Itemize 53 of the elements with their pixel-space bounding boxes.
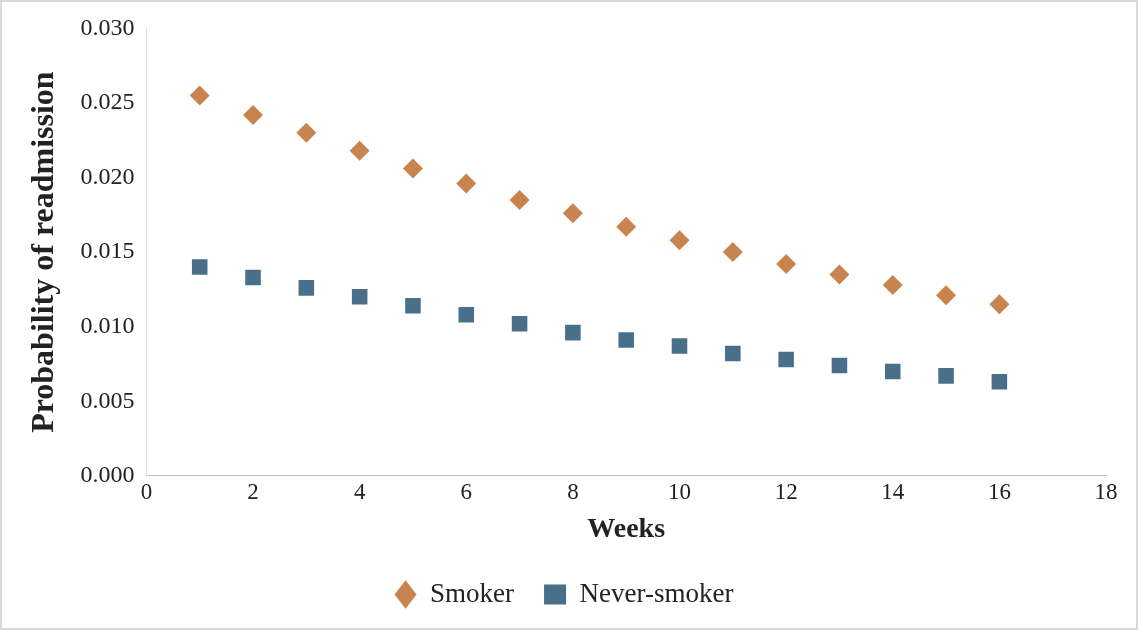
point (778, 351, 794, 368)
y-tick-label: 0.015 (80, 237, 135, 264)
x-tick-label: 18 (1094, 478, 1118, 504)
point (725, 345, 741, 362)
point (616, 216, 637, 237)
y-tick-label: 0.030 (80, 13, 135, 40)
point (829, 264, 850, 285)
y-tick-label: 0.020 (80, 162, 135, 189)
point (882, 274, 903, 295)
x-tick-label: 4 (353, 478, 366, 504)
point (456, 173, 477, 194)
y-axis-title: Probability of readmission (24, 71, 61, 433)
point (884, 363, 901, 380)
x-tick-label: 6 (460, 478, 473, 504)
point (831, 357, 848, 374)
point (671, 338, 688, 354)
y-tick-label: 0.025 (80, 88, 135, 115)
point (189, 85, 210, 106)
point (351, 289, 368, 305)
point (511, 315, 528, 332)
point (509, 189, 530, 210)
x-tick-label: 10 (668, 478, 692, 504)
point (243, 104, 264, 125)
y-tick-label: 0.010 (80, 311, 135, 338)
point (191, 259, 208, 275)
x-tick-label: 12 (774, 478, 798, 504)
point (402, 158, 423, 179)
point (722, 242, 743, 263)
point (938, 368, 954, 384)
x-tick-label: 0 (140, 478, 153, 504)
legend-label: Never-smoker (579, 577, 734, 608)
point (991, 374, 1008, 390)
point (618, 332, 634, 348)
point (245, 269, 261, 286)
x-tick-label: 16 (987, 478, 1011, 504)
x-axis-title: Weeks (587, 512, 666, 544)
point (296, 122, 317, 143)
legend-label: Smoker (430, 577, 515, 608)
point (936, 285, 957, 306)
point (458, 306, 475, 323)
point (405, 298, 421, 314)
point (349, 140, 370, 161)
point (989, 294, 1010, 315)
x-tick-label: 8 (567, 478, 579, 504)
point (562, 203, 583, 224)
point (669, 230, 690, 251)
point (776, 254, 797, 275)
point (298, 280, 315, 296)
x-tick-label: 2 (247, 478, 259, 504)
point (565, 324, 581, 341)
y-tick-label: 0.000 (80, 461, 135, 488)
y-tick-label: 0.005 (80, 386, 135, 413)
x-tick-label: 14 (881, 478, 905, 504)
